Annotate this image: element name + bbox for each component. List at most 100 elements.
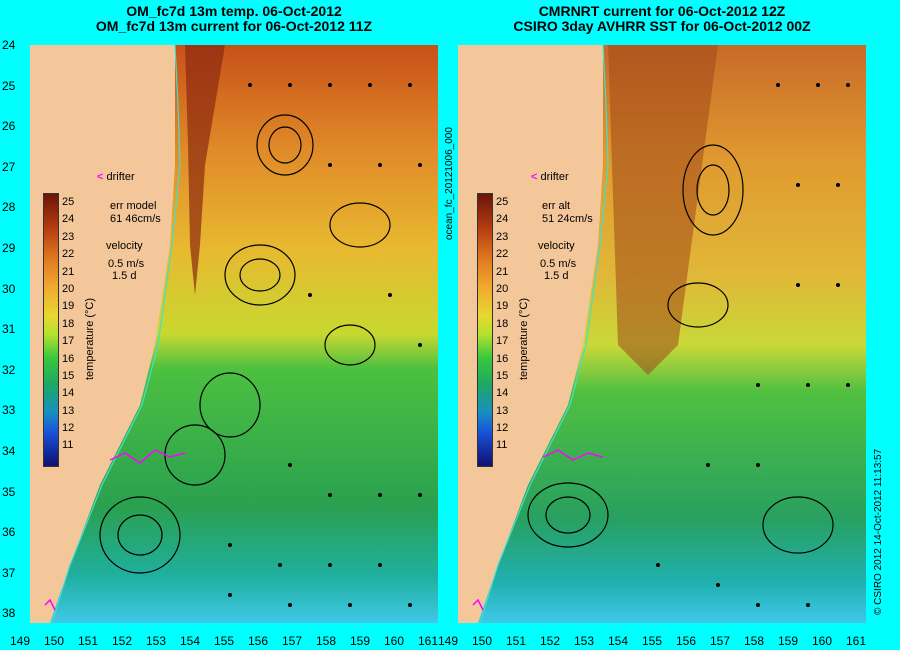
right-colorbar	[477, 193, 493, 467]
colorbar-tick: 20	[496, 281, 508, 298]
latitude-tick: 24	[2, 38, 26, 52]
right-err-value: 51 24cm/s	[542, 213, 593, 225]
right-panel-title: CMRNRT current for 06-Oct-2012 12Z CSIRO…	[458, 4, 866, 34]
colorbar-tick: 12	[62, 420, 74, 437]
drifter-label: drifter	[107, 171, 135, 183]
right-velocity-days: 1.5 d	[544, 270, 568, 282]
latitude-tick: 34	[2, 444, 26, 458]
colorbar-tick: 22	[496, 246, 508, 263]
left-velocity-scale: 0.5 m/s	[108, 258, 144, 270]
longitude-tick: 151	[506, 634, 526, 648]
longitude-tick: 155	[214, 634, 234, 648]
colorbar-tick: 12	[496, 420, 508, 437]
latitude-tick: 37	[2, 566, 26, 580]
longitude-tick: 149	[438, 634, 458, 648]
colorbar-tick: 23	[62, 229, 74, 246]
colorbar-tick: 14	[496, 385, 508, 402]
colorbar-tick: 22	[62, 246, 74, 263]
longitude-tick: 159	[778, 634, 798, 648]
longitude-tick: 156	[248, 634, 268, 648]
left-colorbar-ticks: 25 24 23 22 21 20 19 18 17 16 15 14 13 12 11	[62, 194, 74, 455]
latitude-tick: 26	[2, 119, 26, 133]
longitude-tick: 154	[180, 634, 200, 648]
colorbar-tick: 19	[496, 298, 508, 315]
left-colorbar-unit: temperature (°C)	[84, 298, 96, 380]
longitude-tick: 160	[384, 634, 404, 648]
colorbar-tick: 11	[62, 437, 74, 454]
right-colorbar-ticks: 25 24 23 22 21 20 19 18 17 16 15 14 13 12 11	[496, 194, 508, 455]
longitude-tick: 159	[350, 634, 370, 648]
colorbar-tick: 11	[496, 437, 508, 454]
left-err-value: 61 46cm/s	[110, 213, 161, 225]
run-id-label: ocean_fc_20121006_000	[444, 127, 455, 240]
colorbar-tick: 24	[62, 211, 74, 228]
left-velocity-days: 1.5 d	[112, 270, 136, 282]
longitude-tick: 161	[418, 634, 438, 648]
longitude-tick: 155	[642, 634, 662, 648]
right-colorbar-unit: temperature (°C)	[518, 298, 530, 380]
colorbar-tick: 16	[496, 351, 508, 368]
longitude-tick: 161	[846, 634, 866, 648]
colorbar-tick: 25	[496, 194, 508, 211]
colorbar-tick: 13	[496, 403, 508, 420]
latitude-tick: 32	[2, 363, 26, 377]
drifter-label: drifter	[541, 171, 569, 183]
colorbar-tick: 25	[62, 194, 74, 211]
longitude-tick: 154	[608, 634, 628, 648]
drifter-marker-icon: <	[97, 171, 103, 183]
longitude-tick: 153	[574, 634, 594, 648]
latitude-tick: 29	[2, 241, 26, 255]
colorbar-tick: 19	[62, 298, 74, 315]
colorbar-tick: 18	[496, 316, 508, 333]
right-velocity-scale: 0.5 m/s	[540, 258, 576, 270]
right-velocity-label: velocity	[538, 240, 575, 252]
longitude-tick: 153	[146, 634, 166, 648]
longitude-tick: 157	[710, 634, 730, 648]
left-err-label: err model	[110, 200, 156, 212]
colorbar-tick: 13	[62, 403, 74, 420]
right-err-label: err alt	[542, 200, 570, 212]
left-title-line1: OM_fc7d 13m temp. 06-Oct-2012	[30, 4, 438, 19]
colorbar-tick: 14	[62, 385, 74, 402]
longitude-tick: 152	[540, 634, 560, 648]
longitude-tick: 149	[10, 634, 30, 648]
latitude-tick: 25	[2, 79, 26, 93]
longitude-tick: 152	[112, 634, 132, 648]
left-colorbar	[43, 193, 59, 467]
copyright-label: © CSIRO 2012 14-Oct-2012 11:13:57	[873, 449, 884, 615]
colorbar-tick: 15	[62, 368, 74, 385]
left-title-line2: OM_fc7d 13m current for 06-Oct-2012 11Z	[30, 19, 438, 34]
colorbar-tick: 21	[496, 264, 508, 281]
longitude-tick: 160	[812, 634, 832, 648]
latitude-tick: 30	[2, 282, 26, 296]
left-velocity-label: velocity	[106, 240, 143, 252]
latitude-tick: 36	[2, 525, 26, 539]
latitude-tick: 33	[2, 403, 26, 417]
colorbar-tick: 17	[62, 333, 74, 350]
right-drifter-legend: < drifter	[531, 171, 569, 183]
longitude-tick: 150	[472, 634, 492, 648]
colorbar-tick: 16	[62, 351, 74, 368]
colorbar-tick: 20	[62, 281, 74, 298]
colorbar-tick: 24	[496, 211, 508, 228]
drifter-marker-icon: <	[531, 171, 537, 183]
longitude-tick: 158	[744, 634, 764, 648]
longitude-tick: 150	[44, 634, 64, 648]
colorbar-tick: 18	[62, 316, 74, 333]
longitude-tick: 157	[282, 634, 302, 648]
left-panel-title: OM_fc7d 13m temp. 06-Oct-2012 OM_fc7d 13…	[30, 4, 438, 34]
colorbar-tick: 15	[496, 368, 508, 385]
colorbar-tick: 21	[62, 264, 74, 281]
longitude-tick: 158	[316, 634, 336, 648]
left-drifter-legend: < drifter	[97, 171, 135, 183]
latitude-tick: 38	[2, 606, 26, 620]
latitude-tick: 27	[2, 160, 26, 174]
latitude-tick: 35	[2, 485, 26, 499]
longitude-tick: 156	[676, 634, 696, 648]
longitude-tick: 151	[78, 634, 98, 648]
latitude-tick: 31	[2, 322, 26, 336]
ocean-area	[50, 45, 438, 623]
colorbar-tick: 17	[496, 333, 508, 350]
colorbar-tick: 23	[496, 229, 508, 246]
latitude-tick: 28	[2, 200, 26, 214]
